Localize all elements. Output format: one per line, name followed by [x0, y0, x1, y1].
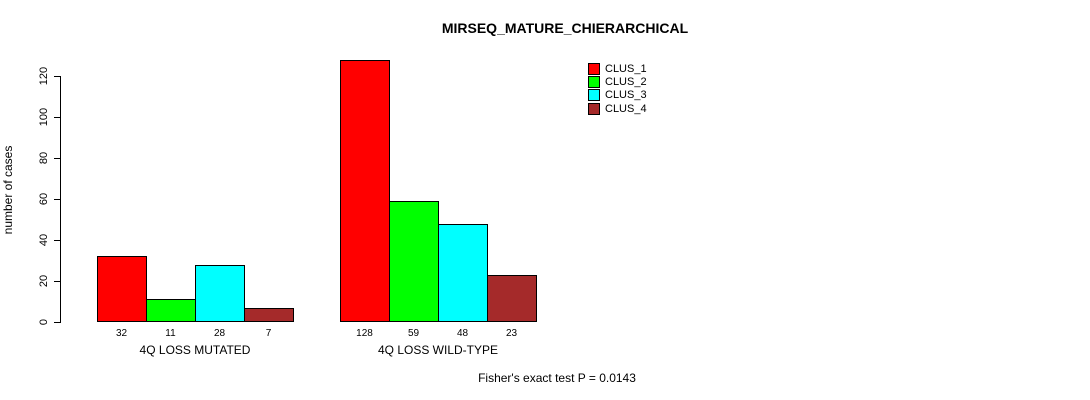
y-axis-line [60, 76, 61, 323]
fisher-test-annotation: Fisher's exact test P = 0.0143 [478, 371, 636, 385]
legend-label: CLUS_1 [605, 63, 647, 75]
y-axis-label: number of cases [1, 145, 15, 235]
bar-value-label: 59 [407, 328, 420, 339]
y-tick-label: 60 [38, 192, 50, 206]
chart-title: MIRSEQ_MATURE_CHIERARCHICAL [441, 20, 689, 36]
y-tick [54, 157, 61, 159]
bar [146, 299, 196, 322]
y-tick-label: 20 [38, 274, 50, 288]
legend-label: CLUS_3 [605, 89, 647, 102]
y-tick [54, 116, 61, 118]
y-tick [54, 75, 61, 77]
bar [389, 201, 439, 322]
y-tick [54, 321, 61, 323]
bar-value-label: 7 [265, 328, 272, 339]
bar-value-label: 128 [356, 328, 373, 339]
bar [97, 256, 147, 322]
legend-swatch [588, 76, 600, 89]
legend-label: CLUS_4 [605, 102, 647, 115]
bar-value-label: 32 [115, 328, 128, 339]
y-tick-label: 40 [38, 233, 50, 247]
y-tick [54, 198, 61, 200]
category-label: 4Q LOSS MUTATED [139, 343, 251, 357]
bar-value-label: 28 [213, 328, 226, 339]
bar [195, 264, 245, 322]
bar-value-label: 48 [456, 328, 469, 339]
bar [438, 223, 488, 322]
bar-value-label: 11 [165, 328, 176, 339]
y-tick [54, 239, 61, 241]
y-tick-label: 120 [38, 66, 50, 86]
y-tick-label: 0 [38, 318, 50, 326]
bar [487, 274, 537, 322]
y-tick-label: 100 [38, 107, 50, 127]
bar [340, 59, 390, 322]
legend-label: CLUS_2 [605, 76, 647, 89]
bar-value-label: 23 [505, 328, 518, 339]
legend-swatch [588, 89, 600, 102]
category-label: 4Q LOSS WILD-TYPE [377, 343, 499, 357]
y-tick [54, 280, 61, 282]
legend-swatch [588, 63, 600, 75]
bar [244, 307, 294, 322]
y-tick-label: 80 [38, 151, 50, 165]
legend-swatch [588, 102, 600, 115]
